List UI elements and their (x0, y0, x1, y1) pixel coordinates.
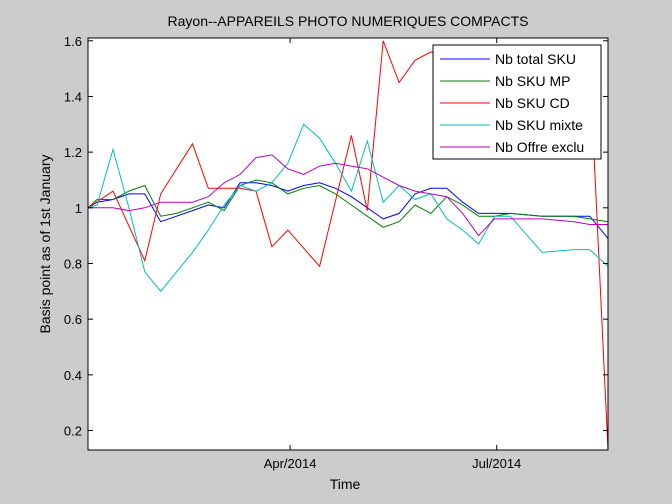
y-tick-label: 1.4 (64, 89, 82, 104)
y-tick-label: 0.8 (64, 256, 82, 271)
series-line-3 (87, 123, 609, 293)
axes-box (87, 37, 609, 451)
series-line-1 (87, 179, 609, 228)
legend-entry: Nb SKU CD (495, 95, 570, 111)
y-tick-label: 1 (75, 201, 82, 216)
x-axis-label: Time (330, 476, 361, 492)
y-tick-label: 0.4 (64, 368, 82, 383)
y-tick-label: 0.2 (64, 424, 82, 439)
x-tick-label: Jul/2014 (472, 456, 521, 471)
x-axis-ticks: Apr/2014 Jul/2014 (264, 38, 521, 471)
legend-entry: Nb SKU mixte (495, 117, 583, 133)
legend-entry: Nb total SKU (495, 51, 576, 67)
series-line-4 (88, 154, 608, 237)
legend: Nb total SKU Nb SKU MP Nb SKU CD Nb SKU mix… (432, 44, 602, 160)
legend-entry: Nb Offre exclu (495, 139, 584, 155)
y-tick-label: 0.6 (64, 312, 82, 327)
y-axis-ticks: 0.2 0.4 0.6 0.8 1 1.2 1.4 1.6 (64, 34, 608, 439)
legend-box (432, 44, 602, 160)
y-tick-label: 1.6 (64, 34, 82, 49)
series-line-0 (87, 182, 609, 239)
y-axis-label: Basis point as of 1st January (37, 155, 53, 334)
y-tick-label: 1.2 (64, 145, 82, 160)
chart-title: Rayon--APPAREILS PHOTO NUMERIQUES COMPAC… (168, 13, 529, 29)
x-tick-label: Apr/2014 (264, 456, 317, 471)
legend-entry: Nb SKU MP (495, 73, 570, 89)
